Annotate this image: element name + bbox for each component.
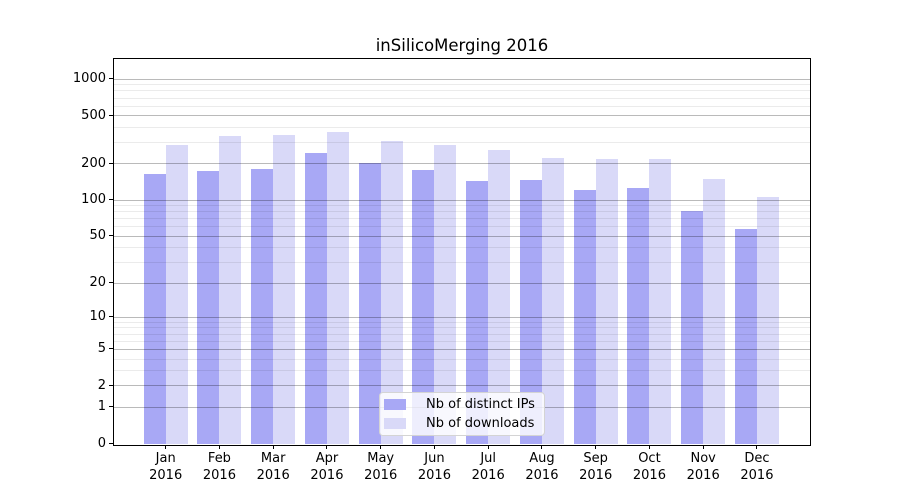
minor-gridline-800 [114, 90, 810, 92]
legend-swatch-icon [384, 399, 406, 410]
x-tick-label-nov: Nov 2016 [686, 451, 720, 483]
bar-ips-aug [519, 179, 542, 445]
y-tick-label-1000: 1000 [72, 71, 106, 87]
y-tick-label-200: 200 [81, 155, 106, 171]
legend: Nb of distinct IPs Nb of downloads [379, 392, 545, 436]
major-gridline-500 [114, 115, 810, 117]
chart-title: inSilicoMerging 2016 [375, 36, 549, 55]
x-tick-mark-may [380, 444, 382, 449]
bar-ips-may [358, 163, 381, 445]
y-tick-label-500: 500 [81, 107, 106, 123]
bar-downloads-feb [219, 135, 242, 445]
bar-ips-jun [412, 170, 435, 445]
y-tick-label-20: 20 [89, 275, 106, 291]
x-tick-mark-jun [433, 444, 435, 449]
y-tick-label-0: 0 [97, 436, 106, 451]
legend-item-distinct-ips: Nb of distinct IPs [384, 397, 544, 412]
y-tick-mark-5 [109, 348, 114, 350]
bar-downloads-dec [756, 196, 779, 445]
x-tick-mark-dec [756, 444, 758, 449]
x-tick-label-oct: Oct 2016 [632, 451, 666, 483]
minor-gridline-300 [114, 142, 810, 144]
x-tick-mark-apr [326, 444, 328, 449]
bar-ips-jan [143, 173, 166, 445]
legend-swatch-icon [384, 418, 406, 429]
minor-gridline-700 [114, 97, 810, 99]
bar-ips-feb [197, 171, 220, 445]
x-tick-label-jun: Jun 2016 [417, 451, 451, 483]
bar-ips-sep [573, 190, 596, 445]
major-gridline-200 [114, 163, 810, 165]
minor-gridline-900 [114, 84, 810, 86]
bar-downloads-oct [649, 158, 672, 445]
bar-ips-mar [251, 169, 274, 445]
bar-downloads-nov [703, 178, 726, 445]
legend-label: Nb of distinct IPs [426, 397, 535, 412]
x-tick-label-jan: Jan 2016 [149, 451, 183, 483]
y-tick-mark-1000 [109, 78, 114, 80]
y-tick-mark-0 [109, 443, 114, 444]
plot-area: Nb of distinct IPs Nb of downloads [113, 58, 811, 446]
x-tick-mark-aug [541, 444, 543, 449]
bar-downloads-jun [434, 145, 457, 445]
bar-downloads-jul [488, 149, 511, 445]
y-tick-mark-100 [109, 199, 114, 201]
bar-ips-dec [734, 229, 757, 445]
legend-label: Nb of downloads [426, 416, 535, 431]
x-tick-label-jul: Jul 2016 [471, 451, 505, 483]
bar-downloads-apr [326, 131, 349, 445]
x-tick-mark-mar [272, 444, 274, 449]
y-tick-label-100: 100 [81, 192, 106, 208]
y-tick-mark-1 [109, 406, 114, 408]
major-gridline-1000 [114, 78, 810, 80]
x-tick-label-sep: Sep 2016 [579, 451, 613, 483]
y-tick-mark-10 [109, 316, 114, 318]
x-tick-label-feb: Feb 2016 [202, 451, 236, 483]
y-tick-mark-50 [109, 235, 114, 237]
x-tick-mark-sep [595, 444, 597, 449]
legend-item-downloads: Nb of downloads [384, 416, 544, 431]
minor-gridline-400 [114, 127, 810, 129]
bar-ips-jul [466, 180, 489, 445]
y-tick-label-2: 2 [97, 377, 106, 393]
bar-downloads-aug [541, 158, 564, 445]
bar-ips-apr [304, 153, 327, 445]
bar-downloads-mar [273, 134, 296, 445]
x-tick-label-mar: Mar 2016 [256, 451, 290, 483]
bar-downloads-may [380, 140, 403, 445]
y-tick-mark-2 [109, 384, 114, 386]
bar-downloads-jan [165, 144, 188, 445]
x-tick-mark-oct [648, 444, 650, 449]
y-tick-mark-200 [109, 162, 114, 164]
bar-ips-nov [681, 211, 704, 445]
y-tick-label-50: 50 [89, 228, 106, 244]
x-tick-label-apr: Apr 2016 [310, 451, 344, 483]
y-tick-label-10: 10 [89, 309, 106, 325]
x-tick-mark-feb [218, 444, 220, 449]
y-tick-label-1: 1 [97, 399, 106, 415]
x-tick-label-may: May 2016 [364, 451, 398, 483]
x-tick-mark-nov [702, 444, 704, 449]
bar-downloads-sep [595, 158, 618, 445]
y-tick-label-5: 5 [97, 341, 106, 357]
minor-gridline-600 [114, 105, 810, 107]
bar-ips-oct [627, 187, 650, 445]
y-tick-mark-500 [109, 114, 114, 116]
x-tick-mark-jul [487, 444, 489, 449]
x-tick-label-dec: Dec 2016 [740, 451, 774, 483]
y-tick-mark-20 [109, 282, 114, 284]
x-tick-label-aug: Aug 2016 [525, 451, 559, 483]
x-tick-mark-jan [165, 444, 167, 449]
